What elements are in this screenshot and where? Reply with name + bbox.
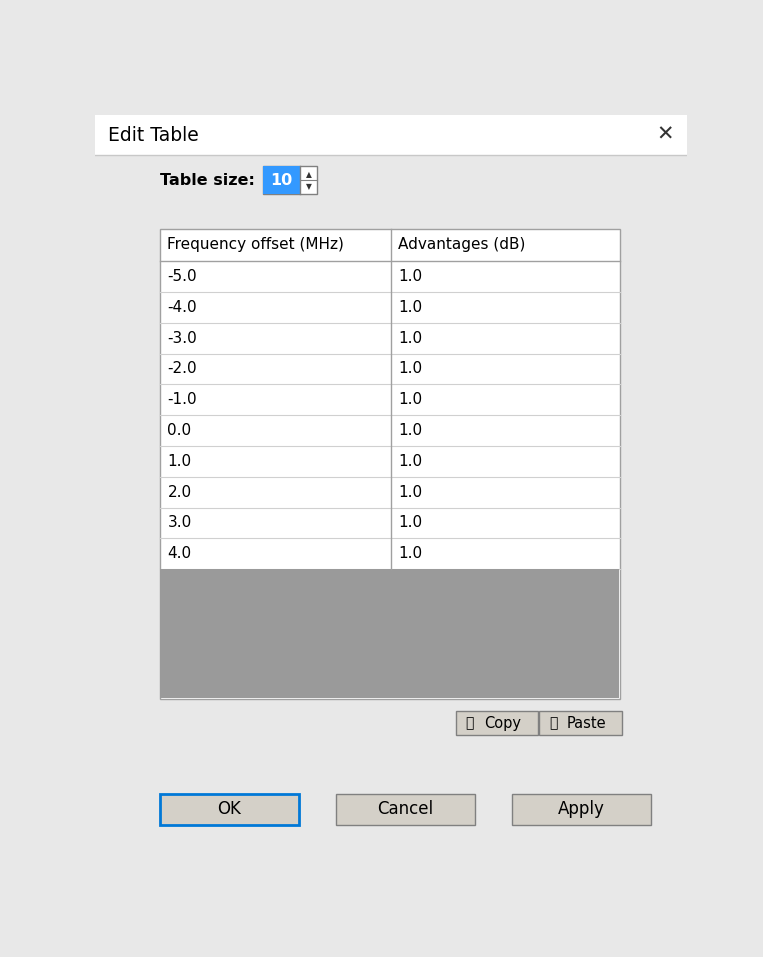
Text: 🗐: 🗐 (465, 716, 474, 730)
Text: Paste: Paste (567, 716, 607, 730)
Bar (336, 794, 475, 825)
Text: Edit Table: Edit Table (108, 126, 198, 145)
Text: Advantages (dB): Advantages (dB) (398, 237, 526, 253)
Text: 2.0: 2.0 (167, 484, 192, 500)
Bar (539, 711, 622, 736)
Text: Table size:: Table size: (159, 173, 255, 188)
Text: 1.0: 1.0 (398, 454, 423, 469)
Text: 🗐: 🗐 (549, 716, 558, 730)
Text: 1.0: 1.0 (398, 300, 423, 315)
Bar (262, 167, 317, 194)
Text: 3.0: 3.0 (167, 516, 192, 530)
Text: -4.0: -4.0 (167, 300, 197, 315)
Text: Frequency offset (MHz): Frequency offset (MHz) (167, 237, 344, 253)
Bar (456, 711, 538, 736)
Text: OK: OK (217, 800, 241, 818)
Text: ▲: ▲ (305, 169, 311, 179)
Text: ✕: ✕ (656, 124, 674, 145)
Text: 1.0: 1.0 (398, 423, 423, 438)
Text: -1.0: -1.0 (167, 392, 197, 408)
Text: 1.0: 1.0 (398, 484, 423, 500)
Text: 0.0: 0.0 (167, 423, 192, 438)
Text: 4.0: 4.0 (167, 546, 192, 561)
Text: -5.0: -5.0 (167, 269, 197, 284)
Bar (262, 167, 300, 194)
Text: Copy: Copy (485, 716, 522, 730)
Text: Apply: Apply (558, 800, 605, 818)
Bar (159, 229, 620, 699)
Text: 1.0: 1.0 (398, 392, 423, 408)
Bar (95, 115, 687, 155)
Text: 1.0: 1.0 (167, 454, 192, 469)
Text: 10: 10 (270, 173, 292, 188)
Text: 1.0: 1.0 (398, 330, 423, 345)
Text: 1.0: 1.0 (398, 362, 423, 376)
Text: ▼: ▼ (305, 182, 311, 190)
Bar (511, 794, 651, 825)
Text: 1.0: 1.0 (398, 269, 423, 284)
Text: -2.0: -2.0 (167, 362, 197, 376)
Text: 1.0: 1.0 (398, 516, 423, 530)
Bar (160, 569, 620, 698)
Bar (159, 794, 299, 825)
Text: 1.0: 1.0 (398, 546, 423, 561)
Text: Cancel: Cancel (378, 800, 433, 818)
Text: -3.0: -3.0 (167, 330, 197, 345)
